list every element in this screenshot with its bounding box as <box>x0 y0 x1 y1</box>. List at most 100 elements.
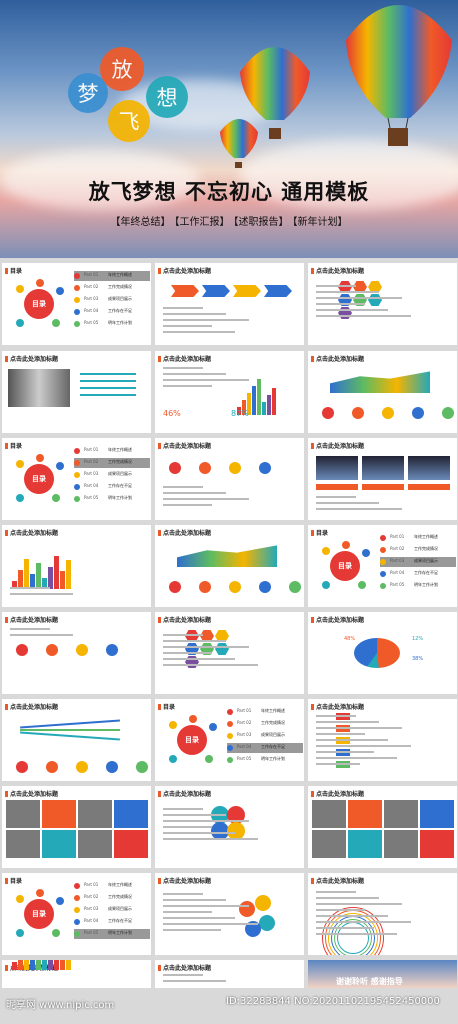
decor-dot <box>52 319 60 327</box>
slide-thumbnail[interactable]: 点击此处添加标题 <box>2 960 151 988</box>
slide-thumbnail[interactable]: 点击此处添加标题 <box>2 612 151 694</box>
catalog-item: 工作完成情况 <box>261 720 285 725</box>
arc-ring <box>334 919 372 955</box>
slide-thumbnail[interactable]: 点击此处添加标题 <box>308 351 457 433</box>
slide-title: 点击此处添加标题 <box>311 789 364 798</box>
slide-thumbnail[interactable]: 点击此处添加标题 <box>2 351 151 433</box>
slide-thumbnail[interactable]: 点击此处添加标题 48% 12% 38% <box>308 612 457 694</box>
catalog-number <box>227 745 233 751</box>
slide-thumbnail[interactable]: 点击此处添加标题 <box>308 263 457 345</box>
icon-dot <box>169 581 181 593</box>
text-line <box>163 331 235 333</box>
progress-bar <box>80 373 136 375</box>
text-line <box>163 905 249 907</box>
slide-thumbnail[interactable]: 谢谢聆听 感谢指导 <box>308 960 457 988</box>
text-line <box>10 593 73 595</box>
text-line <box>316 721 379 723</box>
line-series <box>20 729 120 731</box>
text-line <box>163 974 203 976</box>
chart-bar <box>42 578 47 589</box>
slide-thumbnail[interactable]: 点击此处添加标题 <box>308 786 457 868</box>
icon-dot <box>412 407 424 419</box>
slide-thumbnail[interactable]: 目录 目录 Part 01 年终工作概述 Part 02 工作完成情况 Part 03 成果项… <box>308 525 457 607</box>
photo-tile <box>6 800 40 828</box>
slide-thumbnail[interactable]: 点击此处添加标题 <box>155 612 304 694</box>
decor-dot <box>56 897 64 905</box>
step-tag <box>336 749 350 756</box>
text-line <box>316 297 402 299</box>
slide-thumbnail[interactable]: 点击此处添加标题 46% 87% <box>155 351 304 433</box>
slide-title: 目录 <box>5 441 22 450</box>
catalog-item: 明年工作计划 <box>108 320 132 325</box>
catalog-highlight <box>74 458 150 468</box>
tag: 【述职报告】 <box>233 217 289 228</box>
cover-title: 放飞梦想 不忘初心 通用模板 <box>88 180 370 204</box>
chart-bar <box>12 962 17 970</box>
text-line <box>163 652 212 654</box>
catalog-item: 工作存在不足 <box>108 918 132 923</box>
chart-bar <box>60 960 65 970</box>
catalog-part: Part 02 <box>237 720 252 725</box>
slide-thumbnail[interactable]: 点击此处添加标题 <box>155 960 304 988</box>
photo-tile <box>384 800 418 828</box>
text-line <box>163 634 203 636</box>
catalog-item: 成果项目展示 <box>414 558 438 563</box>
hexagon <box>215 630 229 642</box>
catalog-badge: 目录 <box>24 899 54 929</box>
slide-thumbnail[interactable]: 点击此处添加标题 <box>155 438 304 520</box>
line-series <box>20 719 120 728</box>
icon-dot <box>199 462 211 474</box>
decor-dot <box>36 279 44 287</box>
decor-dot <box>16 895 24 903</box>
catalog-highlight <box>380 557 456 567</box>
catalog-number <box>227 733 233 739</box>
decor-dot <box>169 755 177 763</box>
slide-thumbnail[interactable]: 点击此处添加标题 <box>2 525 151 607</box>
slide-thumbnail[interactable]: 点击此处添加标题 <box>2 786 151 868</box>
pie-chart <box>354 638 400 668</box>
slide-thumbnail[interactable]: 点击此处添加标题 <box>155 525 304 607</box>
catalog-number <box>74 895 80 901</box>
photo-tile <box>420 830 454 858</box>
decor-dot <box>189 715 197 723</box>
bubble-meng: 梦 <box>68 73 108 113</box>
slide-thumbnail[interactable]: 点击此处添加标题 <box>308 438 457 520</box>
catalog-part: Part 01 <box>84 882 99 887</box>
bubble-xiang: 想 <box>146 76 188 118</box>
catalog-item: 成果项目展示 <box>108 296 132 301</box>
text-line <box>316 309 388 311</box>
catalog-item: 工作存在不足 <box>108 308 132 313</box>
slide-title: 目录 <box>5 266 22 275</box>
slide-thumbnail[interactable]: 点击此处添加标题 <box>308 699 457 781</box>
decor-dot <box>362 549 370 557</box>
catalog-item: 工作完成情况 <box>108 459 132 464</box>
slide-thumbnail[interactable]: 目录 目录 Part 01 年终工作概述 Part 02 工作完成情况 Part 03 成果项… <box>2 438 151 520</box>
text-line <box>163 498 249 500</box>
step-tag <box>336 737 350 744</box>
slide-title: 点击此处添加标题 <box>5 615 58 624</box>
icon-dot <box>199 581 211 593</box>
progress-bar <box>80 394 136 396</box>
slide-thumbnail[interactable]: 点击此处添加标题 <box>308 873 457 955</box>
catalog-number <box>74 931 80 937</box>
icon-dot <box>169 462 181 474</box>
text-line <box>316 502 379 504</box>
catalog-number <box>74 273 80 279</box>
pie-label: 38% <box>412 656 424 662</box>
catalog-part: Part 01 <box>237 708 252 713</box>
decor-dot <box>169 721 177 729</box>
slide-thumbnail[interactable]: 点击此处添加标题 <box>155 786 304 868</box>
text-line <box>316 897 379 899</box>
decor-dot <box>52 929 60 937</box>
slide-thumbnail[interactable]: 目录 目录 Part 01 年终工作概述 Part 02 工作完成情况 Part 03 成果项… <box>2 873 151 955</box>
slide-thumbnail[interactable]: 点击此处添加标题 <box>155 873 304 955</box>
icon-dot <box>16 644 28 656</box>
catalog-part: Part 04 <box>84 483 99 488</box>
slide-thumbnail[interactable]: 点击此处添加标题 <box>155 263 304 345</box>
slide-thumbnail[interactable]: 目录 目录 Part 01 年终工作概述 Part 02 工作完成情况 Part 03 成果项… <box>2 263 151 345</box>
catalog-part: Part 03 <box>390 558 405 563</box>
hot-air-balloon-small <box>220 119 258 168</box>
catalog-item: 年终工作概述 <box>108 882 132 887</box>
slide-thumbnail[interactable]: 目录 目录 Part 01 年终工作概述 Part 02 工作完成情况 Part 03 成果项… <box>155 699 304 781</box>
slide-thumbnail[interactable]: 点击此处添加标题 <box>2 699 151 781</box>
